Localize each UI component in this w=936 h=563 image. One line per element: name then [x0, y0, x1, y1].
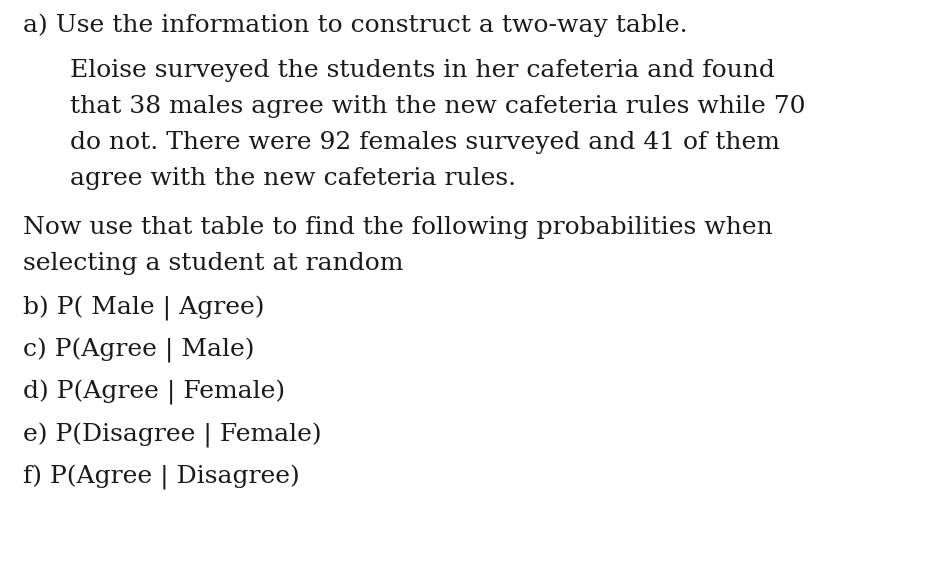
- Text: do not. There were 92 females surveyed and 41 of them: do not. There were 92 females surveyed a…: [70, 131, 780, 154]
- Text: Now use that table to find the following probabilities when: Now use that table to find the following…: [23, 216, 773, 239]
- Text: agree with the new cafeteria rules.: agree with the new cafeteria rules.: [70, 167, 517, 190]
- Text: selecting a student at random: selecting a student at random: [23, 252, 403, 275]
- Text: that 38 males agree with the new cafeteria rules while 70: that 38 males agree with the new cafeter…: [70, 95, 806, 118]
- Text: a) Use the information to construct a two-way table.: a) Use the information to construct a tw…: [23, 13, 688, 37]
- Text: f) P(Agree | Disagree): f) P(Agree | Disagree): [23, 465, 300, 490]
- Text: b) P( Male | Agree): b) P( Male | Agree): [23, 296, 265, 321]
- Text: e) P(Disagree | Female): e) P(Disagree | Female): [23, 423, 322, 448]
- Text: c) P(Agree | Male): c) P(Agree | Male): [23, 338, 255, 363]
- Text: Eloise surveyed the students in her cafeteria and found: Eloise surveyed the students in her cafe…: [70, 59, 775, 82]
- Text: d) P(Agree | Female): d) P(Agree | Female): [23, 381, 285, 405]
